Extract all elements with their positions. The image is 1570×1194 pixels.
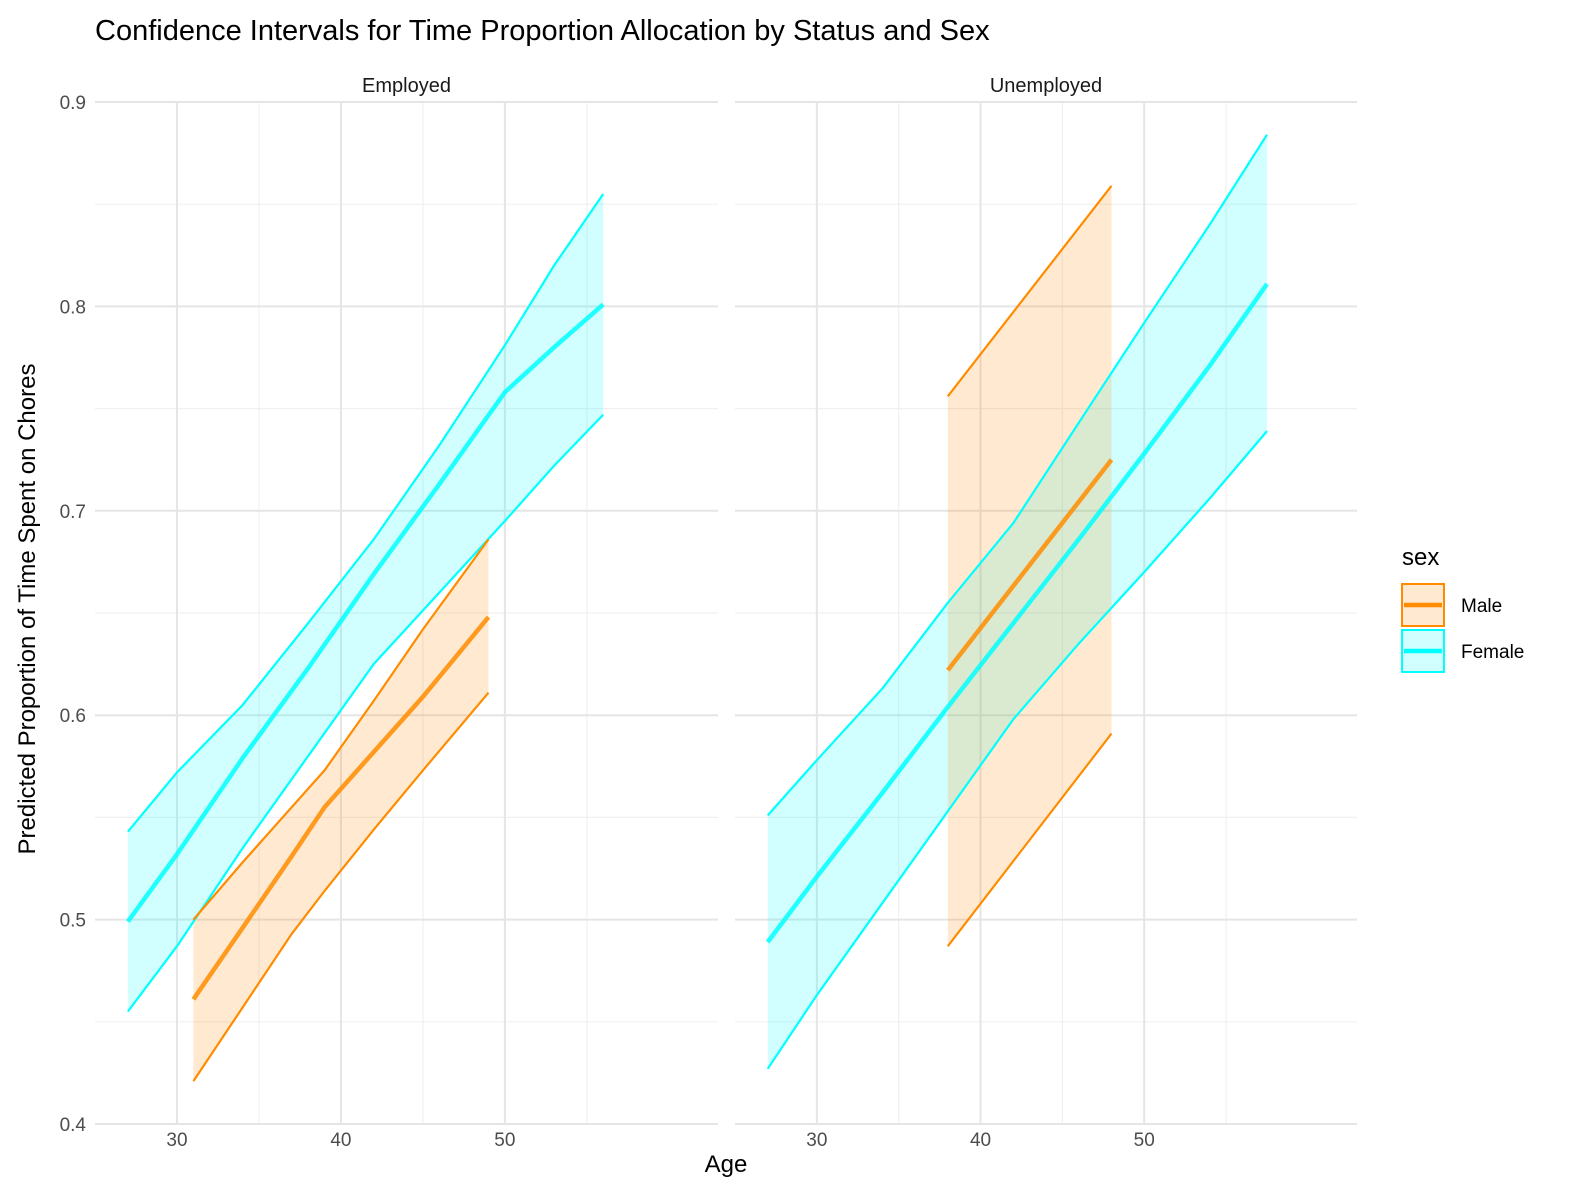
fit-line-female <box>765 282 1269 944</box>
legend-title: sex <box>1402 544 1439 571</box>
y-tick-label: 0.9 <box>60 93 86 114</box>
ci-ribbon-male <box>193 539 489 1082</box>
strip-label: Employed <box>362 75 451 97</box>
y-axis-title: Predicted Proportion of Time Spent on Ch… <box>14 364 41 855</box>
y-tick-label: 0.5 <box>60 911 86 932</box>
chart-title: Confidence Intervals for Time Proportion… <box>95 15 990 47</box>
x-tick-label: 30 <box>166 1130 187 1151</box>
gridlines <box>735 101 1357 1125</box>
fit-line-male <box>191 615 491 1001</box>
x-tick-label: 50 <box>494 1130 515 1151</box>
x-tick-label: 30 <box>806 1130 827 1151</box>
upper-bound-male <box>192 538 490 921</box>
y-tick-label: 0.4 <box>60 1115 87 1136</box>
legend-label: Male <box>1461 596 1502 617</box>
fit-line-male <box>946 458 1114 672</box>
x-axis-title: Age <box>705 1151 748 1178</box>
lower-bound-male <box>192 691 490 1082</box>
legend: sex Male Female <box>1401 544 1524 673</box>
ci-ribbon-female <box>127 194 604 1012</box>
y-tick-label: 0.8 <box>60 297 86 318</box>
gridlines <box>95 101 718 1125</box>
legend-item-male: Male <box>1401 583 1502 627</box>
facet-panels: Employed 30 40 50 0.4 0.5 0.6 0.7 0.8 0.9 Unemploy… <box>60 75 1357 1151</box>
panel-employed: Employed 30 40 50 0.4 0.5 0.6 0.7 0.8 0.9 <box>60 75 718 1151</box>
panel-unemployed: Unemployed 30 40 50 <box>735 75 1357 1151</box>
legend-item-female: Female <box>1401 629 1524 673</box>
y-tick-label: 0.7 <box>60 502 86 523</box>
x-tick-label: 40 <box>330 1130 351 1151</box>
legend-label: Female <box>1461 642 1524 663</box>
upper-bound-female <box>766 134 1268 817</box>
y-tick-label: 0.6 <box>60 706 86 727</box>
lower-bound-female <box>766 430 1268 1070</box>
ci-ribbon-female <box>767 134 1267 1069</box>
strip-label: Unemployed <box>990 75 1102 97</box>
fit-line-female <box>125 302 605 923</box>
x-tick-label: 50 <box>1134 1130 1155 1151</box>
upper-bound-female <box>126 193 605 833</box>
upper-bound-male <box>946 185 1113 397</box>
x-tick-label: 40 <box>970 1130 991 1151</box>
lower-bound-male <box>946 732 1113 947</box>
